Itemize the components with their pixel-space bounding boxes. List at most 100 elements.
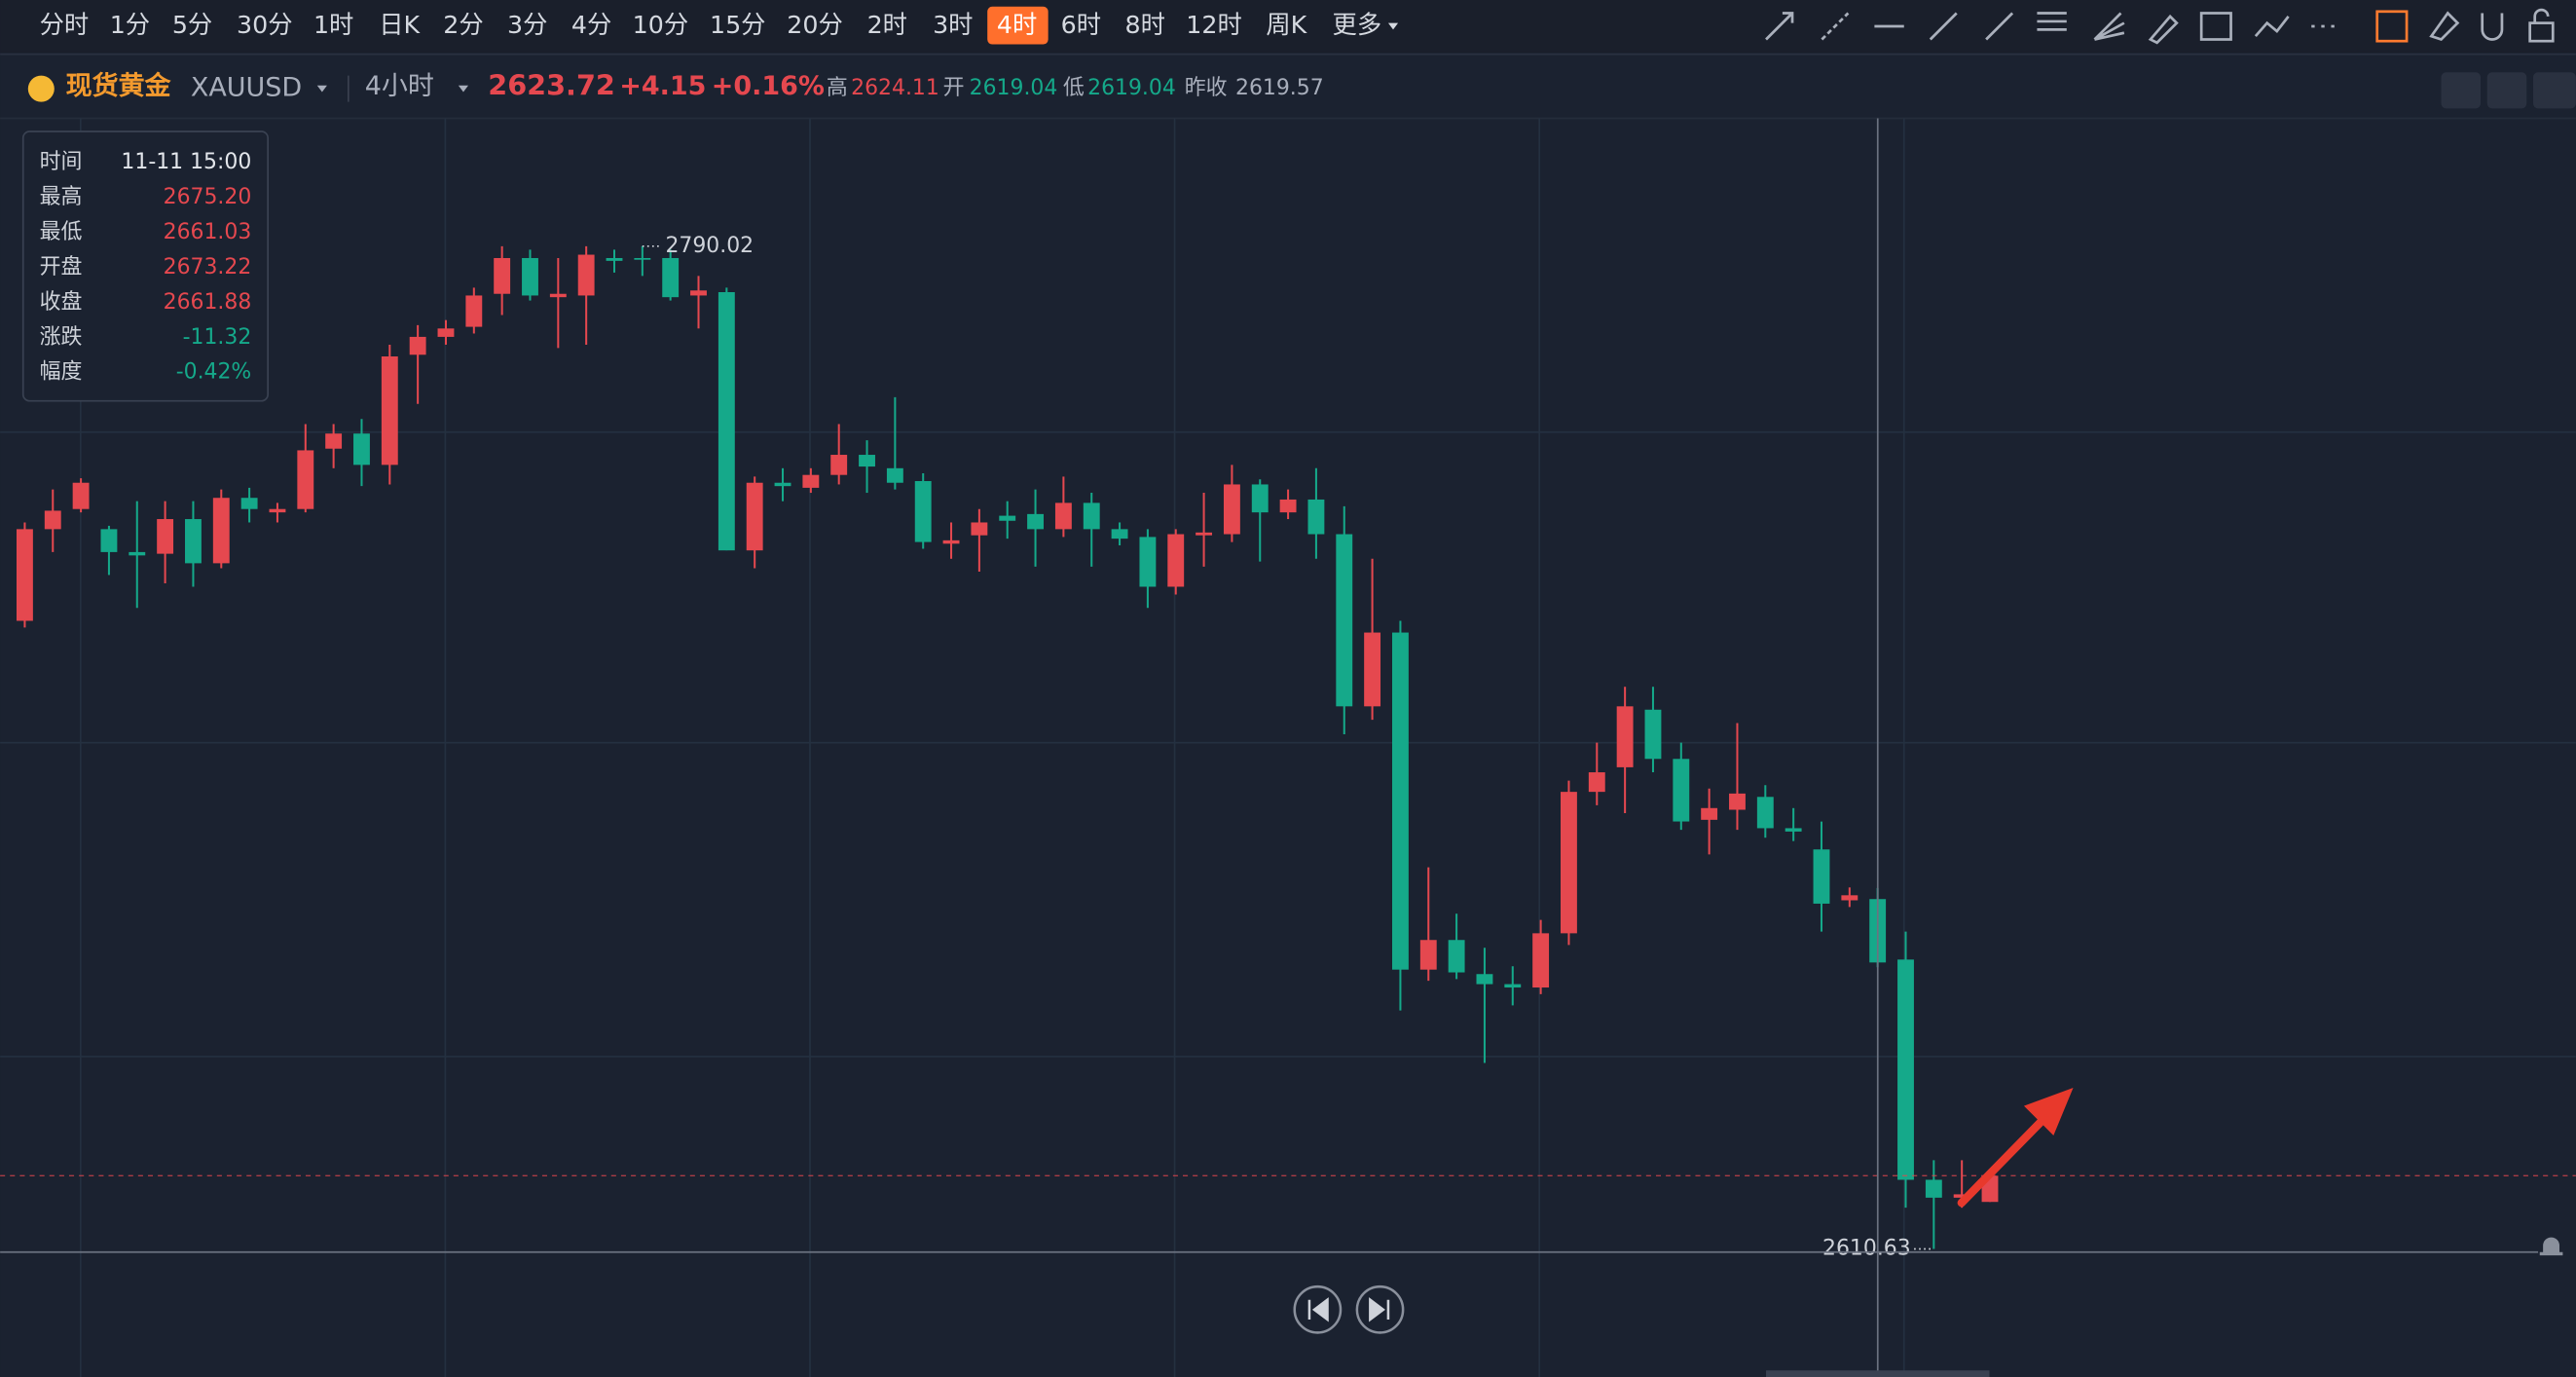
candle-body	[522, 257, 538, 296]
candle-body	[774, 482, 791, 487]
candle-body	[690, 290, 707, 296]
instrument-symbol[interactable]: XAUUSD	[191, 73, 302, 103]
candle-body	[1785, 828, 1802, 832]
tooltip-value: -0.42%	[176, 360, 252, 385]
interval-tab[interactable]: 日K	[379, 11, 421, 39]
candle-body	[830, 455, 848, 475]
interval-tab[interactable]: 3分	[507, 11, 547, 39]
quote-bar: 现货黄金 XAUUSD 4小时 2623.72 +4.15 +0.16% 高 2…	[66, 68, 1324, 102]
candle-body	[1448, 940, 1465, 973]
interval-tab[interactable]: 12时	[1186, 11, 1242, 39]
interval-tab[interactable]: 4时	[997, 11, 1037, 39]
interval-tab[interactable]: 30分	[237, 11, 293, 39]
candle-body	[353, 433, 370, 465]
interval-tab[interactable]: 更多	[1333, 11, 1382, 39]
scrollbar[interactable]	[1766, 1370, 1990, 1377]
change: +4.15	[619, 71, 706, 101]
interval-tab[interactable]: 5分	[172, 11, 212, 39]
tooltip-value: 2673.22	[164, 255, 252, 279]
candle-body	[297, 450, 314, 509]
interval-tab[interactable]: 6时	[1061, 11, 1101, 39]
active-tab[interactable]	[987, 6, 1049, 45]
label: 高	[827, 76, 848, 100]
high-marker: 2790.02	[665, 234, 754, 258]
candle-body	[999, 515, 1016, 521]
candle-body	[1588, 772, 1605, 793]
dropdown[interactable]	[316, 85, 327, 93]
candle-body	[1139, 537, 1157, 587]
playback[interactable]	[1293, 1284, 1405, 1334]
candle-body	[157, 519, 174, 554]
tooltip: 时间 11-11 15:00 最高 2675.20 最低 2661.03 开盘 2673.22…	[21, 130, 269, 402]
tooltip-label: 时间	[40, 150, 83, 174]
candle-body	[1167, 534, 1185, 587]
candle-body	[802, 474, 820, 488]
candle-body	[1307, 499, 1325, 535]
open: 2619.04	[970, 76, 1058, 100]
candle-body	[1223, 484, 1240, 535]
candle-body	[1729, 793, 1746, 810]
candle-body	[1027, 513, 1044, 530]
candle-body	[1504, 984, 1522, 988]
annotation-arrow	[1957, 1116, 2046, 1208]
tooltip-box	[21, 130, 269, 402]
interval-tabs: 分时 1分 5分 30分 1时 日K 2分 3分 4分 10分 15分 20分 2时 3时 4时 6时 8时 12…	[40, 6, 1399, 45]
candle-body	[1364, 632, 1381, 707]
candle-body	[1419, 940, 1437, 970]
interval-tab[interactable]: 分时	[40, 11, 90, 39]
candle-body	[465, 295, 483, 327]
alert-icon[interactable]	[2539, 1237, 2563, 1256]
tooltip-label: 收盘	[40, 290, 83, 315]
candle-body	[129, 551, 146, 556]
candle-body	[16, 529, 33, 621]
candle-body	[1279, 499, 1297, 513]
label: 昨收	[1185, 76, 1228, 100]
candle-body	[577, 254, 595, 296]
interval[interactable]: 4小时	[365, 71, 434, 101]
candle-body	[1701, 807, 1718, 820]
tooltip-value: 2661.88	[164, 290, 252, 315]
drawing-tools[interactable]	[1765, 8, 2555, 45]
candle-body	[381, 356, 398, 465]
candle-body	[1897, 959, 1914, 1180]
interval-tab[interactable]: 10分	[633, 11, 689, 39]
candle-body	[1391, 632, 1409, 970]
dropdown[interactable]	[1387, 22, 1399, 30]
instrument-name: 现货黄金	[66, 70, 172, 101]
candle-body	[549, 293, 567, 298]
interval-tab[interactable]: 15分	[710, 11, 766, 39]
interval-tab[interactable]: 20分	[787, 11, 843, 39]
candle-body	[409, 336, 426, 355]
interval-tab[interactable]: 1时	[313, 11, 353, 39]
candle-body	[100, 529, 118, 552]
tooltip-label: 最低	[40, 220, 83, 244]
candle-body	[437, 328, 455, 337]
candle-body	[662, 257, 680, 298]
candle-body	[886, 467, 903, 483]
candle-body	[1336, 534, 1353, 707]
interval-tab[interactable]: 周K	[1266, 11, 1307, 39]
tooltip-value: -11.32	[183, 325, 252, 350]
interval-tab[interactable]: 2时	[867, 11, 907, 39]
candle-body	[859, 455, 875, 467]
interval-tab[interactable]: 3时	[933, 11, 973, 39]
tooltip-value: 2661.03	[164, 220, 252, 244]
candle-body	[1196, 532, 1213, 536]
candle-body	[1532, 933, 1550, 988]
candle-body	[1476, 974, 1493, 985]
label: 开	[943, 76, 965, 100]
gold-icon	[27, 75, 55, 102]
interval-tab[interactable]: 2分	[443, 11, 483, 39]
interval-tab[interactable]: 4分	[571, 11, 611, 39]
candle-body	[1673, 759, 1690, 822]
interval-tab[interactable]: 8时	[1124, 11, 1164, 39]
interval-tab[interactable]: 1分	[110, 11, 150, 39]
dropdown[interactable]	[458, 85, 469, 93]
chart-tools[interactable]	[2441, 72, 2576, 109]
candle-body	[1841, 895, 1858, 901]
candle-body	[914, 481, 932, 542]
low: 2619.04	[1087, 76, 1176, 100]
